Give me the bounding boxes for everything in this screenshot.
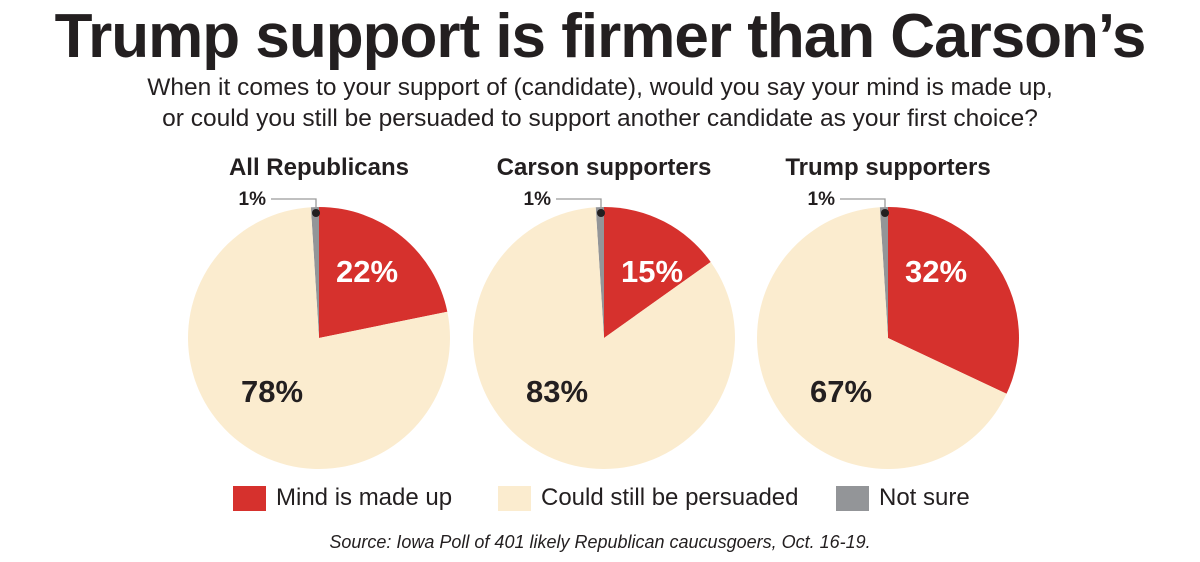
slice-label-not-sure: 1% (239, 189, 267, 210)
pie-chart-3: Trump supporters 32% 67% 1% (756, 154, 1019, 470)
pie-title-1: All Republicans (229, 154, 409, 181)
not-sure-marker (881, 209, 889, 217)
slice-label-made-up: 15% (621, 254, 683, 289)
pie-slice-made-up (604, 207, 711, 338)
pie-chart-2: Carson supporters 15% 83% 1% (472, 154, 735, 469)
legend: Mind is made up Could still be persuaded… (0, 480, 1200, 516)
not-sure-marker (312, 209, 320, 217)
chart-subtitle: When it comes to your support of (candid… (0, 72, 1200, 134)
pie-slice-persuaded (187, 207, 450, 469)
slice-label-persuaded: 83% (526, 374, 588, 409)
chart-title: Trump support is firmer than Carson’s (54, 2, 1147, 71)
pie-title-2: Carson supporters (497, 154, 712, 181)
pie-slice-not-sure (310, 207, 319, 338)
slice-label-persuaded: 78% (241, 374, 303, 409)
legend-swatch-not-sure (836, 486, 869, 511)
pie-slice-persuaded (756, 207, 1007, 470)
slice-label-not-sure: 1% (524, 189, 552, 210)
pie-slice-made-up (888, 207, 1019, 394)
pie-slice-persuaded (472, 207, 735, 469)
legend-swatch-made-up (233, 486, 266, 511)
source-note: Source: Iowa Poll of 401 likely Republic… (329, 532, 871, 552)
not-sure-leader-line (840, 198, 886, 213)
subtitle-line-1: When it comes to your support of (candid… (147, 74, 1053, 101)
slice-label-persuaded: 67% (810, 374, 872, 409)
pie-slice-not-sure (595, 206, 604, 338)
subtitle-line-2: or could you still be persuaded to suppo… (162, 105, 1038, 132)
not-sure-marker (597, 209, 605, 217)
slice-label-not-sure: 1% (808, 189, 836, 210)
pie-slice-made-up (319, 207, 448, 338)
legend-label-not-sure: Not sure (879, 484, 970, 511)
legend-swatch-persuaded (498, 486, 531, 511)
pie-slice-not-sure (879, 207, 888, 338)
not-sure-leader-line (556, 198, 602, 213)
slice-label-made-up: 22% (336, 254, 398, 289)
not-sure-leader-line (271, 198, 317, 213)
legend-label-persuaded: Could still be persuaded (541, 484, 799, 511)
pie-chart-1: All Republicans 22% 78% 1% (187, 154, 450, 469)
slice-label-made-up: 32% (905, 254, 967, 289)
pie-title-3: Trump supporters (785, 154, 990, 181)
legend-label-made-up: Mind is made up (276, 484, 453, 511)
